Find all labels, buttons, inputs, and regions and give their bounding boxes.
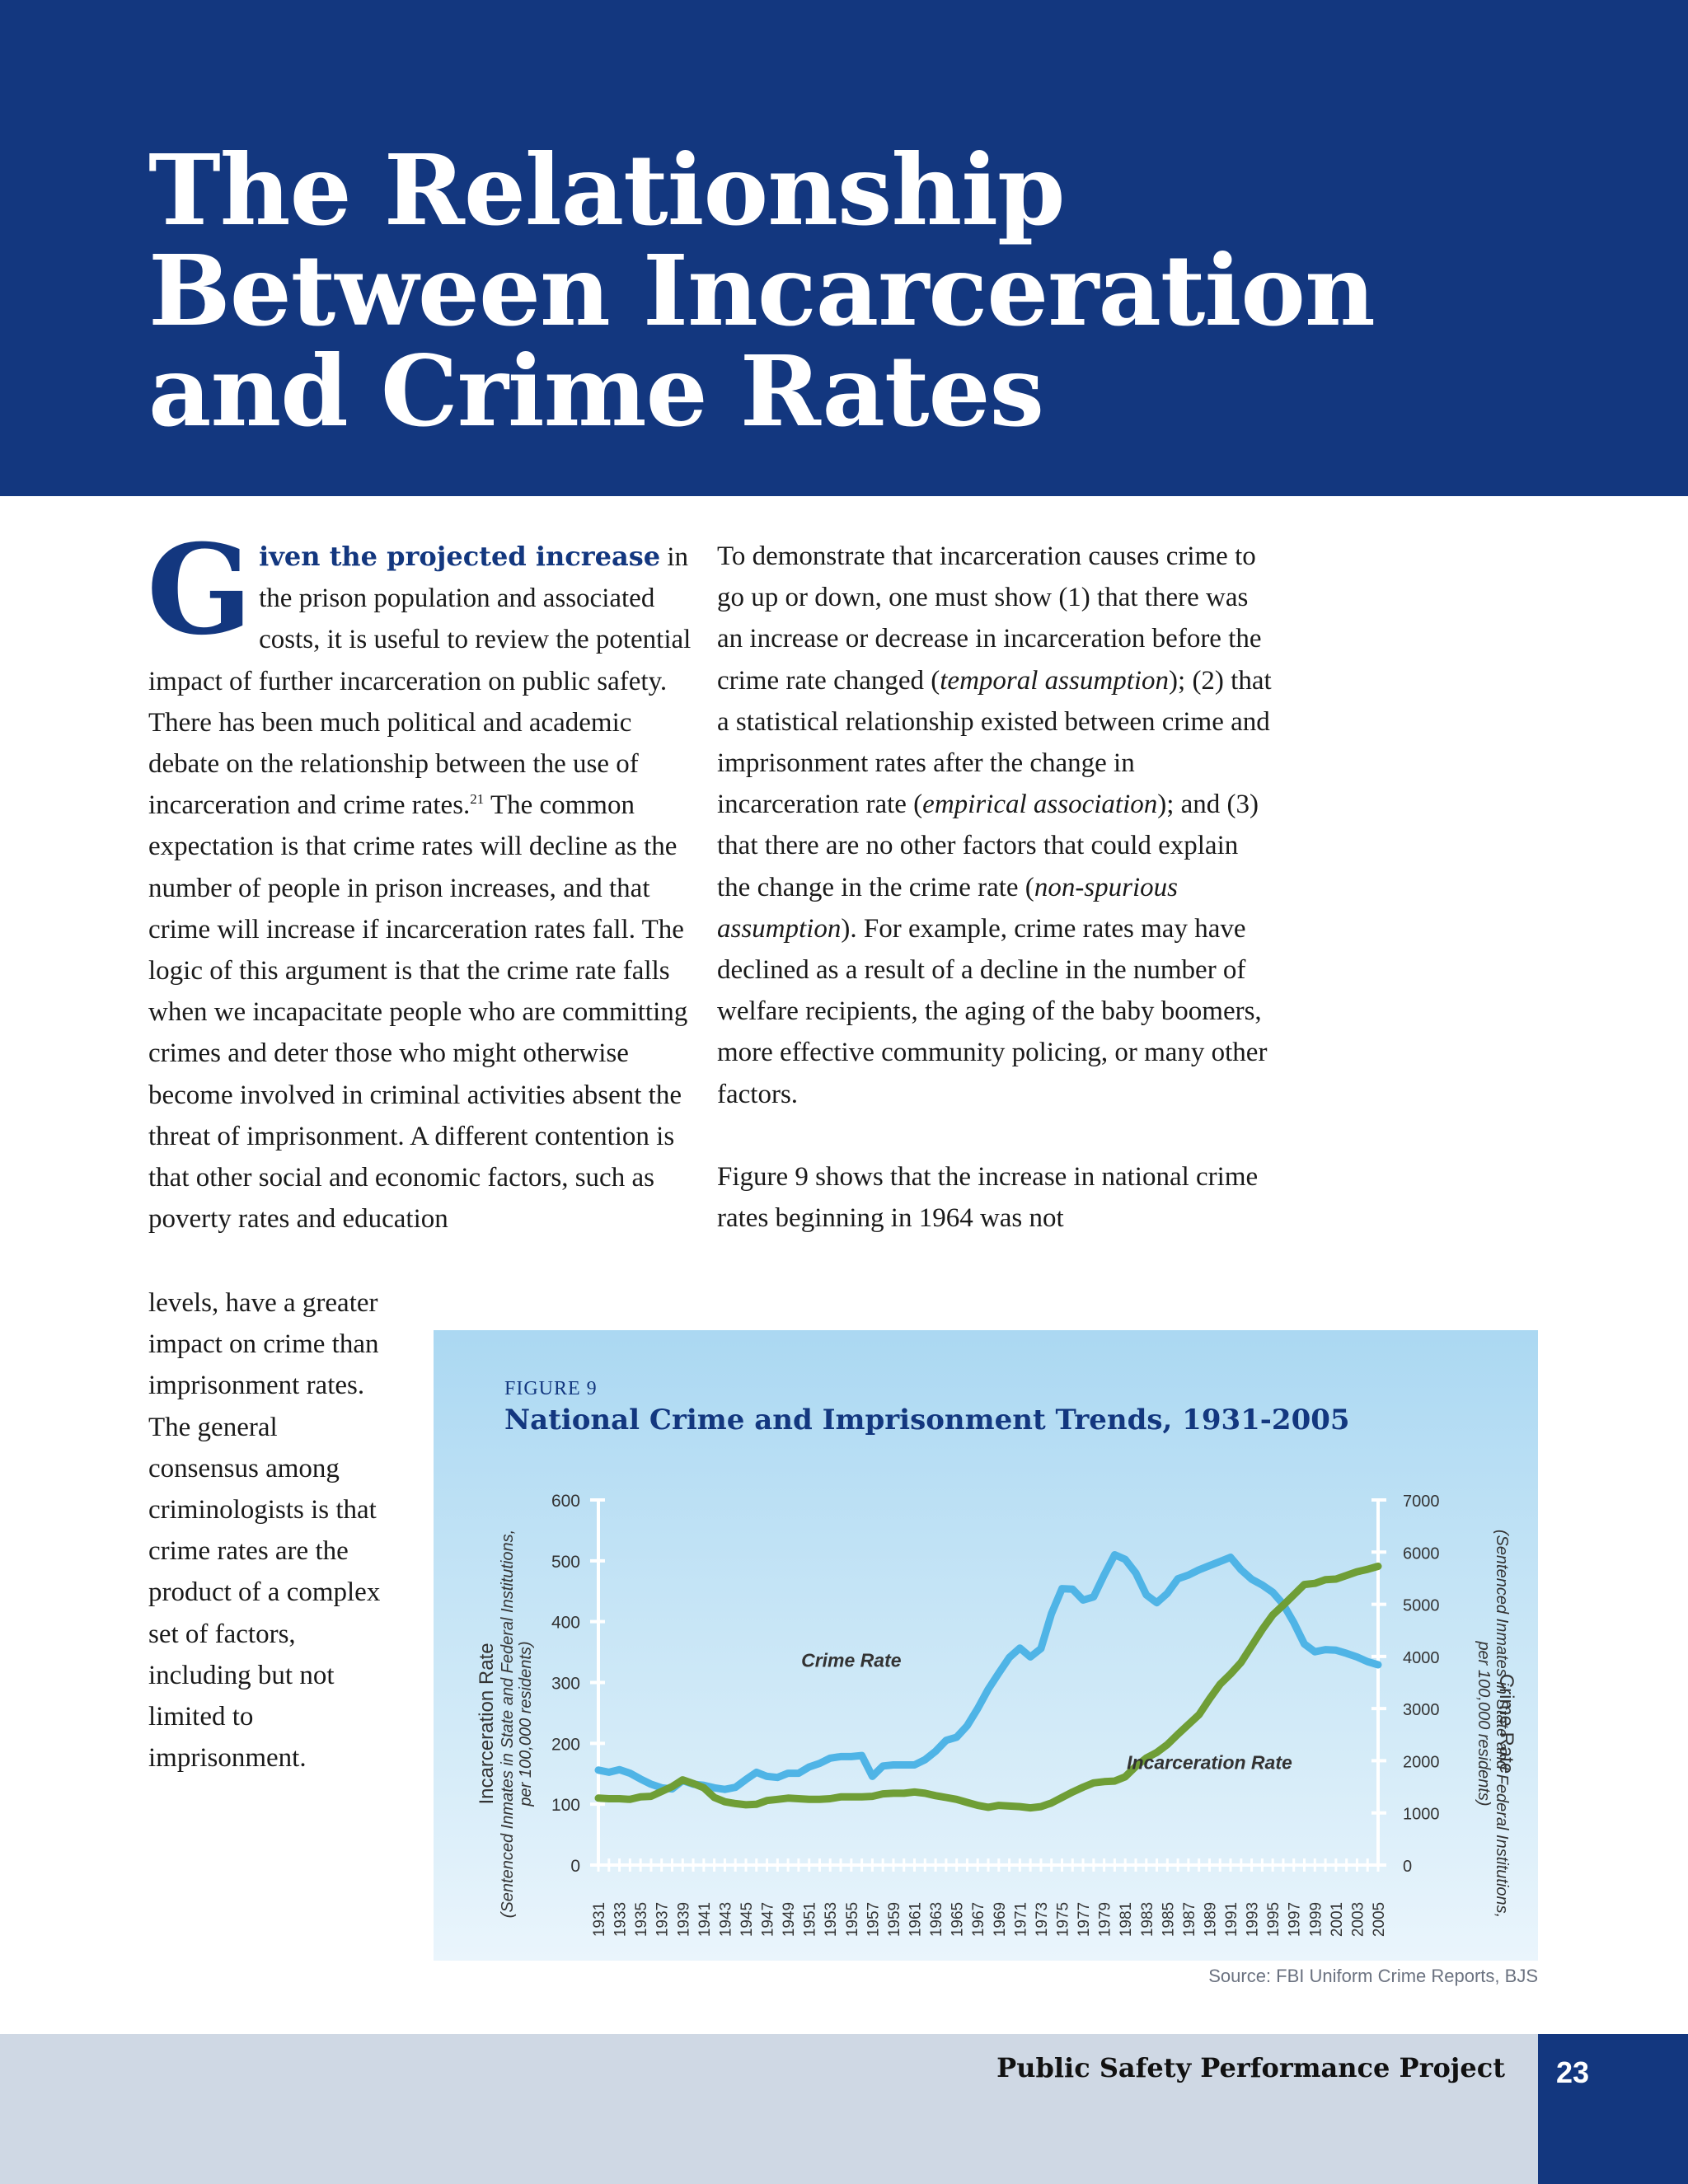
emphasis: temporal assumption <box>940 665 1170 696</box>
text-line: The general <box>148 1412 278 1442</box>
title-line: and Crime Rates <box>148 334 1044 448</box>
text-line: set of factors, <box>148 1619 296 1649</box>
article-column-2: To demonstrate that incarceration causes… <box>717 536 1278 1239</box>
body-paragraph: To demonstrate that incarceration causes… <box>717 536 1278 1115</box>
text-line: criminologists is that <box>148 1495 377 1526</box>
figure-source: Source: FBI Uniform Crime Reports, BJS <box>1208 1966 1538 1986</box>
text-line: levels, have a greater <box>148 1288 378 1318</box>
body-text: ). For example, crime rates may have dec… <box>717 913 1268 1109</box>
title-line: Between Incarceration <box>148 233 1376 348</box>
body-text: in the prison population and associated … <box>148 542 692 821</box>
body-text: The common expectation is that crime rat… <box>148 790 688 1235</box>
text-line: consensus among <box>148 1453 340 1483</box>
text-line: limited to <box>148 1702 254 1732</box>
lead-in: iven the projected increase <box>259 541 661 572</box>
emphasis: empirical association <box>922 790 1158 820</box>
header-banner: The Relationship Between Incarceration a… <box>0 0 1688 496</box>
text-line: product of a complex <box>148 1577 381 1608</box>
text-line: imprisonment. <box>148 1743 307 1774</box>
text-line: crime rates are the <box>148 1536 349 1567</box>
body-text: ); (2) that a statistical relationship e… <box>717 665 1272 820</box>
drop-cap: G <box>147 518 253 663</box>
footer-bar: Public Safety Performance Project <box>0 2034 1538 2184</box>
figure-title: National Crime and Imprisonment Trends, … <box>504 1404 1350 1436</box>
page-number: 23 <box>1556 2055 1590 2089</box>
publication-name: Public Safety Performance Project <box>996 2052 1505 2083</box>
article-column-1-narrow: levels, have a greater impact on crime t… <box>148 1282 420 1779</box>
body-paragraph: Figure 9 shows that the increase in nati… <box>717 1161 1259 1234</box>
page-number-box: 23 <box>1538 2034 1688 2184</box>
text-line: impact on crime than <box>148 1329 379 1360</box>
footnote-ref: 21 <box>470 791 485 808</box>
title-line: The Relationship <box>148 133 1066 247</box>
emphasis: non-spurious assumption <box>717 872 1178 944</box>
page-title: The Relationship Between Incarceration a… <box>148 133 1376 448</box>
body-text: To demonstrate that incarceration causes… <box>717 541 1262 696</box>
figure-label: FIGURE 9 <box>504 1378 598 1399</box>
body-text: ); and (3) that there are no other facto… <box>717 790 1259 902</box>
text-line: including but not <box>148 1660 335 1690</box>
text-line: imprisonment rates. <box>148 1371 365 1401</box>
